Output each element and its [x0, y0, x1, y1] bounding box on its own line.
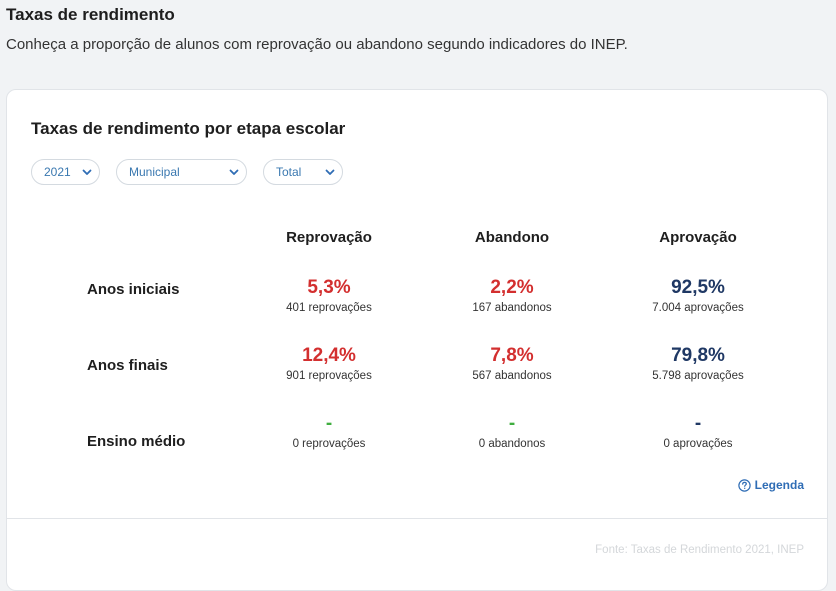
cell-ensino-medio-reprovacao: - 0 reprovações — [239, 413, 419, 450]
rate-value: - — [325, 413, 333, 434]
network-select-value: Municipal — [129, 165, 180, 179]
column-header-aprovacao: Aprovação — [659, 229, 737, 246]
location-select[interactable]: Total — [263, 159, 343, 185]
cell-ensino-medio-aprovacao: - 0 aprovações — [608, 413, 788, 450]
count-value: 5.798 aprovações — [652, 370, 744, 382]
column-header-reprovacao: Reprovação — [286, 229, 372, 246]
page-title: Taxas de rendimento — [6, 5, 175, 24]
cell-anos-iniciais-aprovacao: 92,5% 7.004 aprovações — [608, 277, 788, 314]
chevron-down-icon — [229, 169, 239, 175]
page-subtitle: Conheça a proporção de alunos com reprov… — [6, 36, 628, 53]
rate-value: 92,5% — [671, 277, 725, 298]
count-value: 7.004 aprovações — [652, 302, 744, 314]
count-value: 0 reprovações — [292, 438, 366, 450]
row-label-ensino-medio: Ensino médio — [87, 433, 186, 450]
card-title: Taxas de rendimento por etapa escolar — [31, 119, 346, 138]
rate-value: 7,8% — [490, 345, 534, 366]
rendimento-card: Taxas de rendimento por etapa escolar 20… — [6, 89, 828, 591]
rate-value: 79,8% — [671, 345, 725, 366]
year-select[interactable]: 2021 — [31, 159, 100, 185]
source-note: Fonte: Taxas de Rendimento 2021, INEP — [595, 544, 804, 556]
cell-ensino-medio-abandono: - 0 abandonos — [422, 413, 602, 450]
count-value: 167 abandonos — [472, 302, 552, 314]
count-value: 401 reprovações — [286, 302, 372, 314]
rate-value: 2,2% — [490, 277, 534, 298]
chevron-down-icon — [82, 169, 92, 175]
legend-label: Legenda — [754, 478, 804, 492]
row-label-anos-iniciais: Anos iniciais — [87, 281, 180, 298]
rate-value: 5,3% — [307, 277, 351, 298]
location-select-value: Total — [276, 165, 302, 179]
year-select-value: 2021 — [44, 165, 71, 179]
row-label-anos-finais: Anos finais — [87, 357, 168, 374]
column-header-abandono: Abandono — [474, 229, 550, 246]
rate-value: - — [694, 413, 702, 434]
count-value: 0 abandonos — [478, 438, 546, 450]
cell-anos-finais-aprovacao: 79,8% 5.798 aprovações — [608, 345, 788, 382]
legend-link[interactable]: Legenda — [737, 478, 804, 492]
cell-anos-finais-abandono: 7,8% 567 abandonos — [422, 345, 602, 382]
rate-value: - — [508, 413, 516, 434]
help-circle-icon — [737, 478, 751, 492]
cell-anos-iniciais-abandono: 2,2% 167 abandonos — [422, 277, 602, 314]
count-value: 901 reprovações — [286, 370, 372, 382]
rate-value: 12,4% — [302, 345, 356, 366]
count-value: 0 aprovações — [663, 438, 733, 450]
network-select[interactable]: Municipal — [116, 159, 247, 185]
cell-anos-finais-reprovacao: 12,4% 901 reprovações — [239, 345, 419, 382]
count-value: 567 abandonos — [472, 370, 552, 382]
divider — [7, 518, 827, 519]
chevron-down-icon — [325, 169, 335, 175]
cell-anos-iniciais-reprovacao: 5,3% 401 reprovações — [239, 277, 419, 314]
